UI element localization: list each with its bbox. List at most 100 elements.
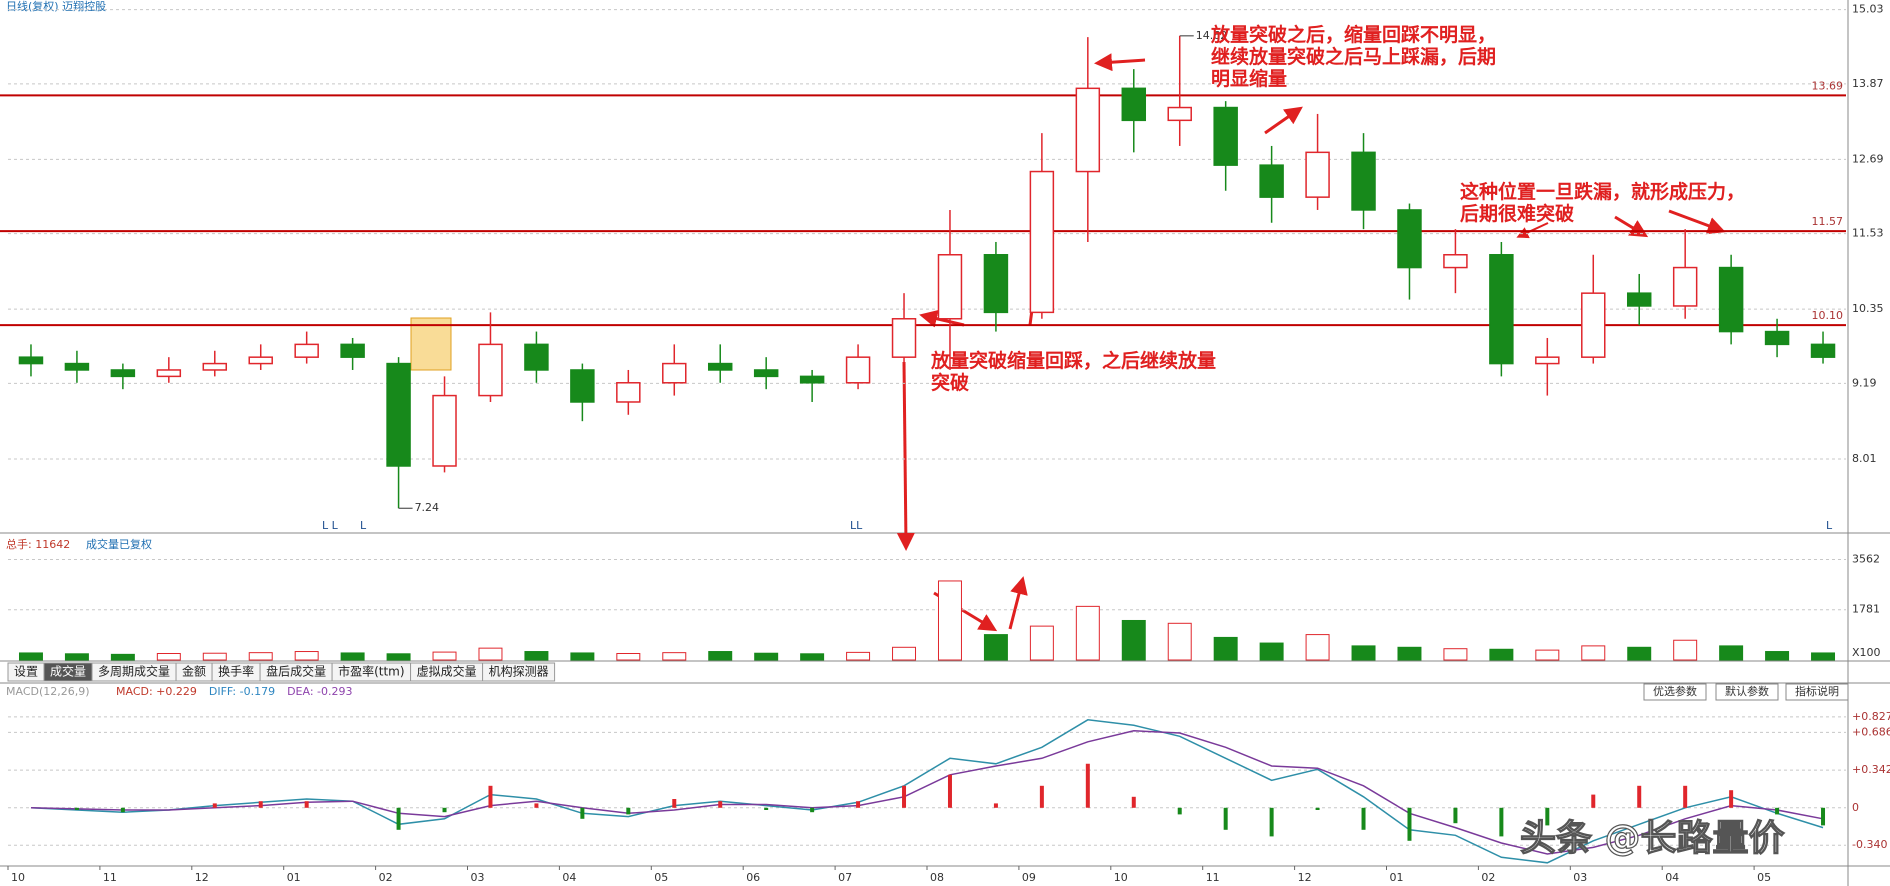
- volume-bar: [1213, 636, 1238, 661]
- volume-unit: X100: [1852, 646, 1881, 659]
- volume-bar: [1305, 634, 1330, 661]
- x-tick-label: 11: [103, 871, 117, 884]
- volume-bar: [1489, 648, 1514, 661]
- candle-body: [662, 362, 687, 384]
- candle-body: [1672, 266, 1698, 307]
- volume-bar: [1627, 646, 1652, 661]
- y-tick-label: 11.53: [1852, 227, 1884, 240]
- macd-title: MACD(12,26,9): [6, 685, 90, 698]
- x-tick-label: 09: [1022, 871, 1036, 884]
- volume-bar: [18, 652, 43, 661]
- candle-body: [478, 343, 503, 397]
- candle-body: [891, 318, 917, 358]
- candle-body: [1810, 343, 1836, 358]
- volume-bar: [570, 652, 595, 661]
- marker: LL: [850, 519, 863, 532]
- candle-body: [570, 369, 595, 403]
- x-tick-label: 02: [379, 871, 393, 884]
- volume-bar: [1765, 651, 1790, 661]
- candle-body: [707, 362, 733, 371]
- candle-body: [1626, 292, 1652, 307]
- tab[interactable]: [482, 662, 556, 682]
- candle-body: [937, 254, 963, 320]
- marker: L: [1826, 519, 1833, 532]
- volume-bar: [1581, 645, 1606, 661]
- y-tick-label: 13.87: [1852, 77, 1884, 90]
- y-tick-label: +0.342: [1852, 763, 1890, 776]
- x-tick-label: 11: [1206, 871, 1220, 884]
- volume-title: 总手: 11642: [6, 537, 70, 551]
- button-label: 优选参数: [1653, 684, 1697, 698]
- y-tick-label: -0.340: [1852, 838, 1887, 851]
- volume-bar: [432, 651, 457, 661]
- annotation: 明显缩量: [1211, 67, 1287, 90]
- volume-bar: [708, 651, 733, 661]
- button[interactable]: [1785, 683, 1849, 701]
- arrow: [1008, 576, 1028, 630]
- candle-body: [1581, 292, 1606, 358]
- volume-bar: [754, 652, 779, 661]
- y-tick-label: 12.69: [1852, 152, 1884, 165]
- volume-bar: [202, 652, 227, 661]
- volume-bar: [1673, 639, 1698, 661]
- candle-body: [386, 362, 411, 467]
- tab-label: 金额: [182, 664, 206, 679]
- volume-bar: [662, 652, 687, 661]
- y-tick-label: 9.19: [1852, 376, 1877, 389]
- candle-body: [202, 362, 228, 371]
- y-tick-label: +0.827: [1852, 710, 1890, 723]
- button-label: 默认参数: [1725, 684, 1769, 698]
- arrow: [896, 361, 915, 551]
- arrow: [1264, 106, 1303, 135]
- volume-bar: [1075, 605, 1100, 661]
- volume-bar: [1351, 645, 1376, 661]
- button[interactable]: [1715, 683, 1779, 701]
- annotation: 后期很难突破: [1460, 202, 1574, 225]
- candle-body: [1213, 106, 1238, 166]
- marker: L L: [322, 519, 339, 532]
- x-tick-label: 04: [1665, 871, 1679, 884]
- button[interactable]: [1643, 683, 1707, 701]
- volume-bar: [156, 653, 181, 661]
- candle-body: [1351, 151, 1376, 211]
- x-tick-label: 04: [562, 871, 576, 884]
- reference-label: 11.57: [1812, 215, 1844, 228]
- reference-label: 10.10: [1812, 309, 1844, 322]
- macd-line: [30, 730, 1824, 855]
- annotation: 突破: [931, 371, 969, 394]
- x-tick-label: 07: [838, 871, 852, 884]
- arrow: [919, 309, 965, 328]
- x-tick-label: 12: [195, 871, 209, 884]
- tab-label: 成交量: [50, 664, 86, 679]
- volume-bar: [892, 646, 917, 661]
- volume-bar: [616, 653, 641, 661]
- low-label: 7.24: [415, 501, 440, 514]
- x-tick-label: 10: [1114, 871, 1128, 884]
- candle-body: [64, 362, 90, 371]
- tab-label: 盘后成交量: [266, 664, 326, 679]
- arrow: [1516, 222, 1549, 239]
- candle-body: [18, 356, 44, 365]
- x-tick-label: 05: [1757, 871, 1771, 884]
- candle-body: [616, 382, 641, 403]
- tab-label: 设置: [14, 665, 38, 679]
- volume-bar: [1029, 625, 1054, 661]
- tab-label: 多周期成交量: [98, 664, 170, 679]
- annotation: 放量突破之后，缩量回踩不明显，: [1210, 23, 1496, 46]
- arrow: [1094, 53, 1146, 72]
- chart-title: 日线(复权) 迈翔控股: [6, 0, 106, 13]
- reference-label: 13.69: [1812, 79, 1844, 92]
- x-tick-label: 06: [746, 871, 760, 884]
- volume-bar: [64, 653, 89, 661]
- legend-entry: DEA: -0.293: [287, 685, 352, 698]
- tab-label: 换手率: [218, 664, 254, 679]
- candle-body: [1764, 330, 1790, 346]
- annotation: 继续放量突破之后马上踩漏，后期: [1211, 45, 1496, 68]
- candle-body: [1029, 170, 1055, 314]
- candle-body: [110, 369, 136, 378]
- candle-body: [1718, 266, 1744, 333]
- candle-body: [156, 369, 182, 378]
- volume-bar: [1397, 646, 1422, 661]
- tab-label: 市盈率(ttm): [338, 664, 404, 679]
